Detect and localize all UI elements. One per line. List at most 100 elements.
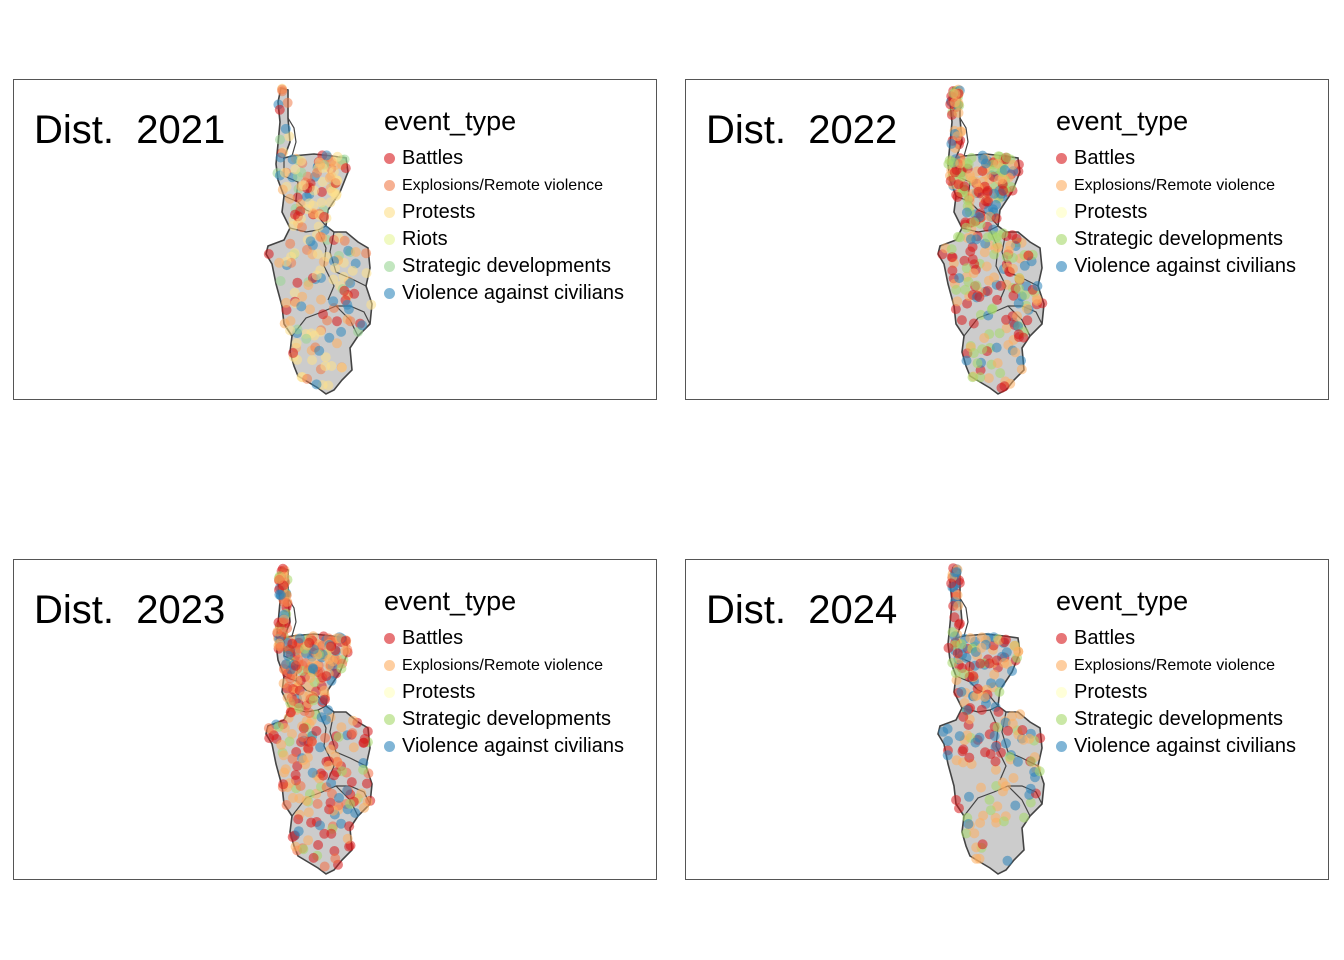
event-point — [1011, 233, 1022, 244]
event-point — [305, 236, 316, 247]
legend-dot-icon — [384, 714, 395, 725]
event-point — [336, 722, 347, 733]
event-point — [281, 305, 292, 315]
event-point — [956, 639, 967, 650]
event-point — [359, 733, 370, 744]
event-point — [979, 333, 990, 343]
event-point — [972, 683, 983, 694]
event-point — [963, 159, 974, 170]
legend-dot-icon — [1056, 633, 1067, 644]
event-point — [984, 794, 995, 805]
event-point — [992, 722, 1003, 733]
region-map — [263, 563, 376, 875]
event-point — [947, 265, 958, 276]
legend: event_type Battles Explosions/Remote viol… — [384, 106, 624, 307]
event-point — [964, 170, 975, 181]
event-point — [336, 326, 347, 337]
event-point — [301, 795, 312, 806]
legend-title: event_type — [384, 586, 517, 616]
event-point — [275, 641, 286, 652]
event-point — [971, 280, 982, 291]
event-point — [313, 840, 324, 850]
event-point — [288, 220, 299, 231]
event-point — [356, 788, 367, 799]
event-point — [979, 247, 990, 258]
event-point — [943, 642, 954, 653]
event-point — [315, 742, 326, 753]
event-point — [975, 817, 986, 828]
event-point — [959, 255, 970, 266]
legend-label: Explosions/Remote violence — [402, 176, 603, 194]
event-point — [997, 777, 1008, 788]
event-point — [290, 164, 301, 175]
event-point — [361, 248, 372, 259]
event-point — [349, 288, 360, 299]
event-point — [342, 785, 353, 796]
event-point — [961, 828, 972, 839]
event-point — [977, 344, 988, 355]
event-point — [965, 633, 976, 644]
event-point — [329, 846, 340, 856]
event-point — [968, 318, 979, 329]
legend-label: Riots — [402, 228, 448, 250]
event-point — [968, 671, 979, 682]
event-point — [946, 244, 957, 255]
event-point — [998, 185, 1009, 196]
event-point — [278, 779, 289, 790]
event-point — [294, 633, 305, 644]
legend-label: Protests — [1074, 201, 1148, 223]
event-point — [987, 230, 998, 241]
event-point — [283, 650, 294, 661]
legend-title: event_type — [1056, 586, 1189, 616]
event-point — [344, 821, 355, 832]
event-point — [319, 685, 330, 696]
legend-label: Strategic developments — [1074, 708, 1284, 730]
legend-dot-icon — [1056, 153, 1067, 164]
event-point — [969, 828, 980, 839]
event-point — [954, 273, 965, 284]
event-point — [350, 808, 361, 818]
event-point — [976, 632, 987, 643]
event-point — [1016, 355, 1026, 366]
event-point — [284, 736, 295, 747]
event-point — [336, 362, 347, 373]
event-point — [285, 238, 296, 249]
event-point — [303, 835, 314, 846]
event-point — [958, 711, 969, 722]
event-point — [324, 654, 335, 665]
event-point — [332, 151, 343, 162]
event-point — [318, 309, 328, 320]
event-point — [307, 355, 318, 366]
event-point — [964, 661, 975, 672]
event-point — [949, 167, 960, 178]
legend-item: Strategic developments — [1056, 706, 1296, 733]
event-point — [1009, 640, 1020, 651]
event-point — [1007, 711, 1017, 722]
legend-dot-icon — [384, 687, 395, 698]
event-point — [307, 736, 317, 747]
event-point — [1001, 314, 1012, 325]
event-point — [319, 211, 330, 222]
event-point — [983, 373, 994, 384]
legend-label: Explosions/Remote violence — [1074, 176, 1275, 194]
event-point — [986, 304, 997, 315]
legend-item: Protests — [1056, 199, 1296, 226]
event-point — [278, 750, 289, 761]
legend-item: Explosions/Remote violence — [384, 172, 624, 199]
event-point — [994, 686, 1005, 697]
event-point — [993, 706, 1004, 717]
event-point — [975, 309, 986, 320]
event-point — [1001, 252, 1012, 262]
event-point — [1012, 756, 1023, 767]
event-point — [1031, 293, 1042, 304]
event-point — [292, 277, 303, 288]
legend-dot-icon — [384, 261, 395, 272]
event-point — [963, 819, 974, 829]
event-point — [324, 804, 335, 815]
event-point — [997, 174, 1008, 185]
legend-dot-icon — [384, 741, 395, 752]
event-point — [962, 298, 973, 309]
event-point — [277, 184, 288, 195]
event-point — [282, 97, 293, 108]
region-map — [263, 83, 377, 395]
